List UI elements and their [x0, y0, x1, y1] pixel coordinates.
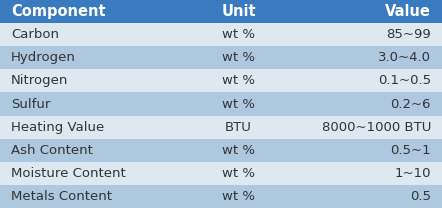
Bar — [0, 116, 190, 139]
Bar — [0, 92, 190, 116]
Bar — [0, 23, 190, 46]
Text: 0.1~0.5: 0.1~0.5 — [378, 74, 431, 87]
Text: 85~99: 85~99 — [386, 28, 431, 41]
Bar — [0, 185, 190, 208]
Bar — [0, 162, 190, 185]
Bar — [287, 0, 442, 23]
Bar — [190, 46, 287, 69]
Text: Unit: Unit — [221, 4, 256, 19]
Text: Ash Content: Ash Content — [11, 144, 93, 157]
Text: 1~10: 1~10 — [394, 167, 431, 180]
Bar — [287, 162, 442, 185]
Bar — [287, 46, 442, 69]
Text: wt %: wt % — [222, 51, 255, 64]
Bar — [190, 185, 287, 208]
Text: 0.2~6: 0.2~6 — [390, 98, 431, 110]
Bar — [0, 46, 190, 69]
Text: wt %: wt % — [222, 167, 255, 180]
Bar — [190, 69, 287, 92]
Text: Carbon: Carbon — [11, 28, 59, 41]
Text: wt %: wt % — [222, 28, 255, 41]
Bar — [190, 116, 287, 139]
Bar — [287, 185, 442, 208]
Bar — [0, 69, 190, 92]
Bar — [0, 139, 190, 162]
Text: Heating Value: Heating Value — [11, 121, 104, 134]
Bar — [190, 0, 287, 23]
Text: Component: Component — [11, 4, 106, 19]
Text: wt %: wt % — [222, 74, 255, 87]
Text: Hydrogen: Hydrogen — [11, 51, 76, 64]
Text: BTU: BTU — [225, 121, 252, 134]
Text: Nitrogen: Nitrogen — [11, 74, 69, 87]
Bar — [287, 92, 442, 116]
Bar — [287, 139, 442, 162]
Text: 0.5: 0.5 — [410, 190, 431, 203]
Text: Moisture Content: Moisture Content — [11, 167, 126, 180]
Text: wt %: wt % — [222, 190, 255, 203]
Bar — [190, 162, 287, 185]
Text: Sulfur: Sulfur — [11, 98, 50, 110]
Bar — [287, 69, 442, 92]
Text: Metals Content: Metals Content — [11, 190, 112, 203]
Text: wt %: wt % — [222, 98, 255, 110]
Text: wt %: wt % — [222, 144, 255, 157]
Text: Value: Value — [385, 4, 431, 19]
Bar — [190, 23, 287, 46]
Bar — [190, 92, 287, 116]
Bar — [190, 139, 287, 162]
Bar — [0, 0, 190, 23]
Bar — [287, 23, 442, 46]
Bar — [287, 116, 442, 139]
Text: 3.0~4.0: 3.0~4.0 — [378, 51, 431, 64]
Text: 8000~1000 BTU: 8000~1000 BTU — [322, 121, 431, 134]
Text: 0.5~1: 0.5~1 — [390, 144, 431, 157]
